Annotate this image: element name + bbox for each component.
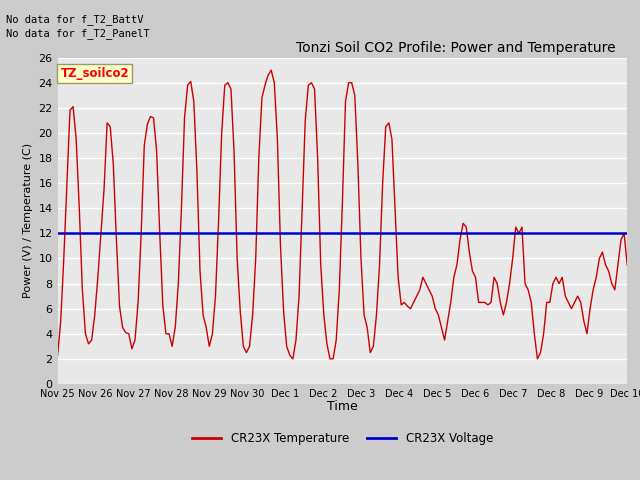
Y-axis label: Power (V) / Temperature (C): Power (V) / Temperature (C) <box>23 143 33 299</box>
Text: Tonzi Soil CO2 Profile: Power and Temperature: Tonzi Soil CO2 Profile: Power and Temper… <box>296 41 616 55</box>
Legend: CR23X Temperature, CR23X Voltage: CR23X Temperature, CR23X Voltage <box>187 428 498 450</box>
X-axis label: Time: Time <box>327 400 358 413</box>
Text: No data for f_T2_PanelT: No data for f_T2_PanelT <box>6 28 150 39</box>
Text: TZ_soilco2: TZ_soilco2 <box>60 67 129 80</box>
Text: No data for f_T2_BattV: No data for f_T2_BattV <box>6 13 144 24</box>
